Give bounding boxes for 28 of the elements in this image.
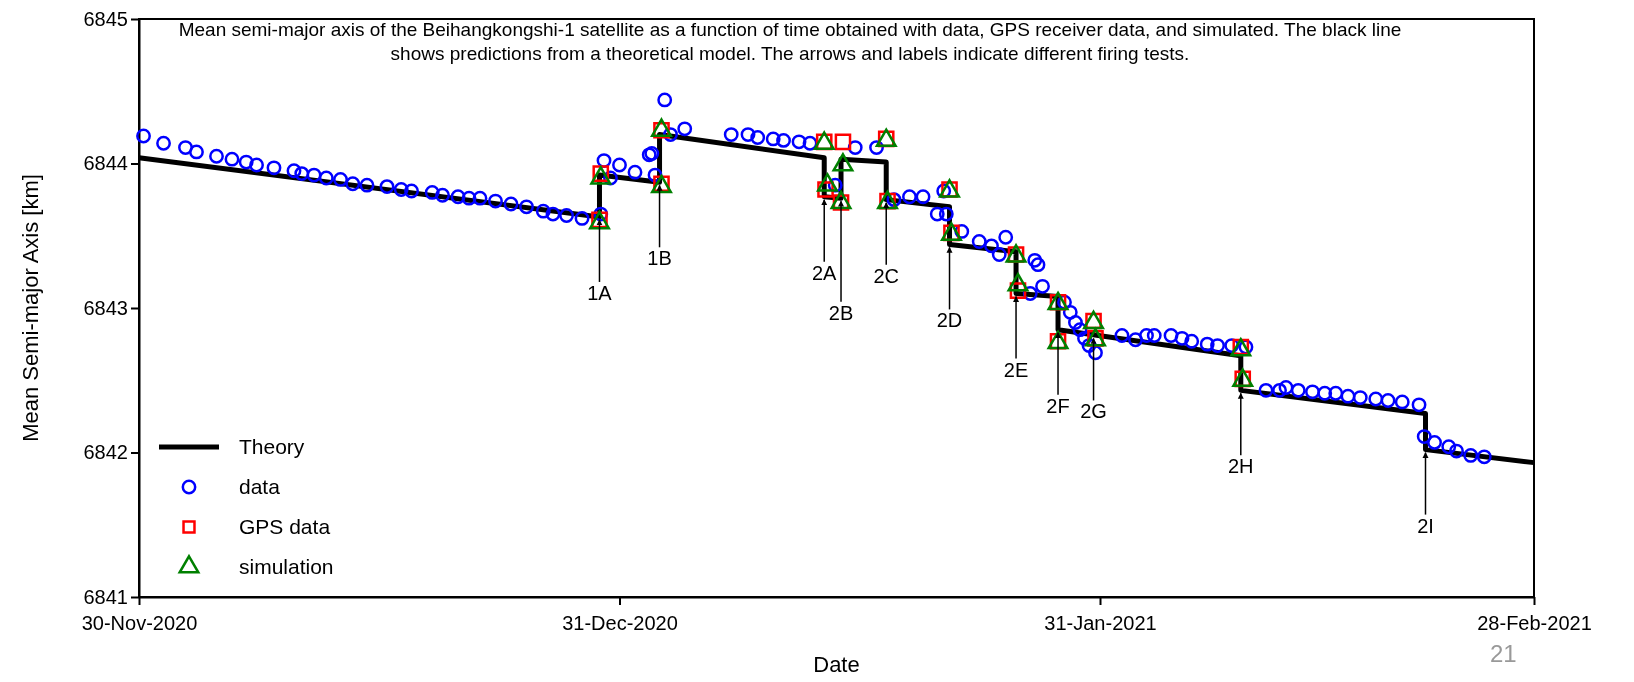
annotation: 2F: [1046, 394, 1070, 417]
annotation: 2A: [811, 261, 838, 284]
annotation: 2H: [1228, 455, 1254, 478]
legend-label: data: [239, 475, 281, 498]
annotation: 2D: [936, 309, 963, 332]
annotation: 1B: [647, 247, 672, 270]
y-tick-label: 6844: [83, 152, 128, 175]
y-tick-label: 6842: [83, 441, 128, 464]
annotation: 2B: [828, 301, 854, 324]
legend-label: simulation: [239, 555, 334, 578]
text: 21: [1490, 640, 1517, 667]
annotation: 2C: [873, 264, 900, 287]
x-tick-label: 31-Dec-2020: [562, 612, 678, 634]
annotation: 2E: [1003, 358, 1029, 381]
y-axis-title: Mean Semi-major Axis [km]: [18, 174, 43, 442]
y-tick-label: 6845: [83, 7, 128, 30]
x-tick-label: 31-Jan-2021: [1044, 612, 1157, 634]
annotation: 2G: [1080, 400, 1107, 423]
y-tick-label: 6841: [83, 585, 128, 608]
legend-label: GPS data: [239, 515, 331, 538]
x-axis-title: Date: [813, 652, 860, 677]
x-tick-label: 30-Nov-2020: [81, 612, 198, 634]
y-tick-label: 6843: [83, 296, 128, 319]
annotation: 2I: [1417, 514, 1434, 537]
annotation: 1A: [587, 281, 613, 304]
text: Mean semi-major axis of the Beihangkongshi-1 satellite as a function of time obtained with data, GPS receiver data, and simulated. The black line shows predictions from a theoretical model. The arrows and labels indicate different firing tests.: [178, 19, 1402, 64]
legend-label: Theory: [239, 435, 305, 458]
x-tick-label: 28-Feb-2021: [1477, 612, 1592, 634]
